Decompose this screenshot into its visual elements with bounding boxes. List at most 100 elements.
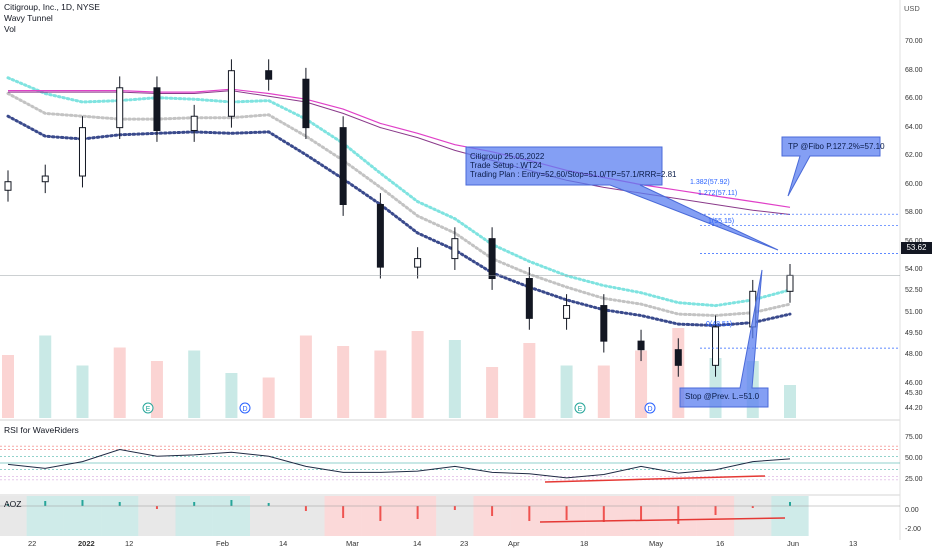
price-tick-label: 56.00: [905, 237, 923, 245]
price-tick-label: 60.00: [905, 180, 923, 188]
time-tick-label: Apr: [508, 539, 520, 548]
volume-bar: [560, 365, 573, 418]
time-tick-label: May: [649, 539, 664, 548]
candle-body: [339, 127, 347, 205]
setup-line-3: Trading Plan : Entry=52.60/Stop=51.0/TP=…: [470, 170, 677, 179]
rsi-title[interactable]: RSI for WaveRiders: [4, 425, 79, 435]
candle-body: [376, 203, 384, 268]
volume-bar: [597, 365, 610, 418]
price-tick-label: 45.30: [905, 389, 923, 397]
event-marker-circle: [142, 402, 154, 414]
event-marker-circle: [574, 402, 586, 414]
time-tick-label: Mar: [346, 539, 359, 548]
fib-label-1: 1(55.15): [708, 218, 735, 225]
price-tick-label: 46.00: [905, 379, 923, 387]
candle-body: [4, 181, 12, 191]
price-tick-label: 62.00: [905, 152, 923, 160]
indicator-wavy-tunnel-label[interactable]: Wavy Tunnel: [4, 13, 53, 23]
fib-label-1382: 1.382(57.92): [690, 179, 730, 186]
volume-bar: [635, 350, 648, 418]
event-marker-letter: E: [146, 406, 151, 413]
volume-bar: [39, 335, 52, 418]
candle-body: [563, 305, 571, 319]
candle-body: [190, 115, 198, 131]
event-marker-letter: E: [578, 406, 583, 413]
candle-body: [414, 258, 422, 268]
aoz-zone: [250, 496, 288, 536]
price-tick-label: 68.00: [905, 66, 923, 74]
price-tick-label: 58.00: [905, 209, 923, 217]
volume-bar: [188, 350, 201, 418]
candle-body: [525, 278, 533, 319]
fib-label-0: 0(48.51): [706, 321, 733, 328]
time-tick-label: 14: [413, 539, 422, 548]
fib-label-1272: 1.272(57.11): [698, 190, 738, 197]
rsi-tick-25: 25.00: [905, 476, 923, 483]
candle-body: [116, 87, 124, 129]
tunnel-cyan-line: [6, 76, 792, 308]
rsi-tick-75: 75.00: [905, 434, 923, 441]
aoz-tick-neg2: -2.00: [905, 526, 921, 533]
candle-body: [302, 78, 310, 129]
volume-bar: [299, 335, 312, 418]
currency-label: USD: [904, 4, 920, 13]
candle-body: [227, 70, 235, 117]
volume-bar: [150, 361, 163, 418]
aoz-zone: [734, 496, 772, 536]
volume-bar: [113, 347, 126, 418]
price-tick-label: 49.50: [905, 330, 923, 338]
aoz-tick-0: 0.00: [905, 507, 919, 514]
candle-body: [674, 349, 682, 366]
time-tick-label: 12: [125, 539, 134, 548]
tunnel-grey-line: [6, 92, 792, 318]
volume-bar: [2, 355, 14, 418]
time-tick-label: Jun: [787, 539, 800, 548]
event-marker-circle: [644, 402, 656, 414]
ma-purple-line: [8, 90, 791, 215]
time-tick-label: 23: [460, 539, 469, 548]
aoz-zone: [287, 496, 325, 536]
volume-bar: [337, 346, 350, 418]
volume-bar: [374, 350, 387, 418]
aoz-zone: [436, 496, 474, 536]
candle-body: [712, 326, 720, 366]
tp-callout-box: [781, 136, 881, 197]
tp-label: TP @Fibo P.127.2%=57.10: [788, 142, 885, 151]
candle-body: [153, 87, 161, 131]
price-tick-label: 44.20: [905, 405, 923, 413]
candle-body: [488, 238, 496, 280]
candle-body: [451, 238, 459, 260]
stop-callout-box: [679, 269, 769, 408]
ma-magenta-line: [8, 88, 791, 208]
volume-bar: [225, 373, 238, 418]
tunnel-navy-line: [6, 114, 792, 328]
setup-line-1: Citigroup 25.05.2022: [470, 152, 545, 161]
volume-bar: [523, 343, 536, 418]
candle-body: [265, 70, 273, 80]
setup-callout-box: [465, 146, 779, 251]
aoz-zone: [0, 496, 27, 536]
stop-label: Stop @Prev. L.=51.0: [685, 392, 760, 401]
price-tick-label: 64.00: [905, 123, 923, 131]
volume-bar: [448, 340, 461, 418]
rsi-divergence-line: [544, 475, 766, 483]
price-tick-label: 70.00: [905, 38, 923, 46]
price-tick-label: 54.00: [905, 265, 923, 273]
time-tick-label: 13: [849, 539, 858, 548]
volume-bar: [486, 367, 499, 418]
price-tick-label: 48.00: [905, 351, 923, 359]
time-tick-label: 16: [716, 539, 725, 548]
candle-body: [600, 305, 608, 342]
time-tick-label: Feb: [216, 539, 229, 548]
event-marker-letter: D: [647, 406, 652, 413]
setup-line-2: Trade Setup : WT24: [470, 161, 542, 170]
rsi-line: [7, 448, 791, 479]
time-tick-label: 22: [28, 539, 37, 548]
aoz-title[interactable]: AOZ: [4, 499, 22, 509]
candle-body: [786, 274, 794, 292]
indicator-vol-label[interactable]: Vol: [4, 24, 16, 34]
volume-bar: [411, 331, 424, 418]
time-tick-label: 2022: [78, 539, 95, 548]
